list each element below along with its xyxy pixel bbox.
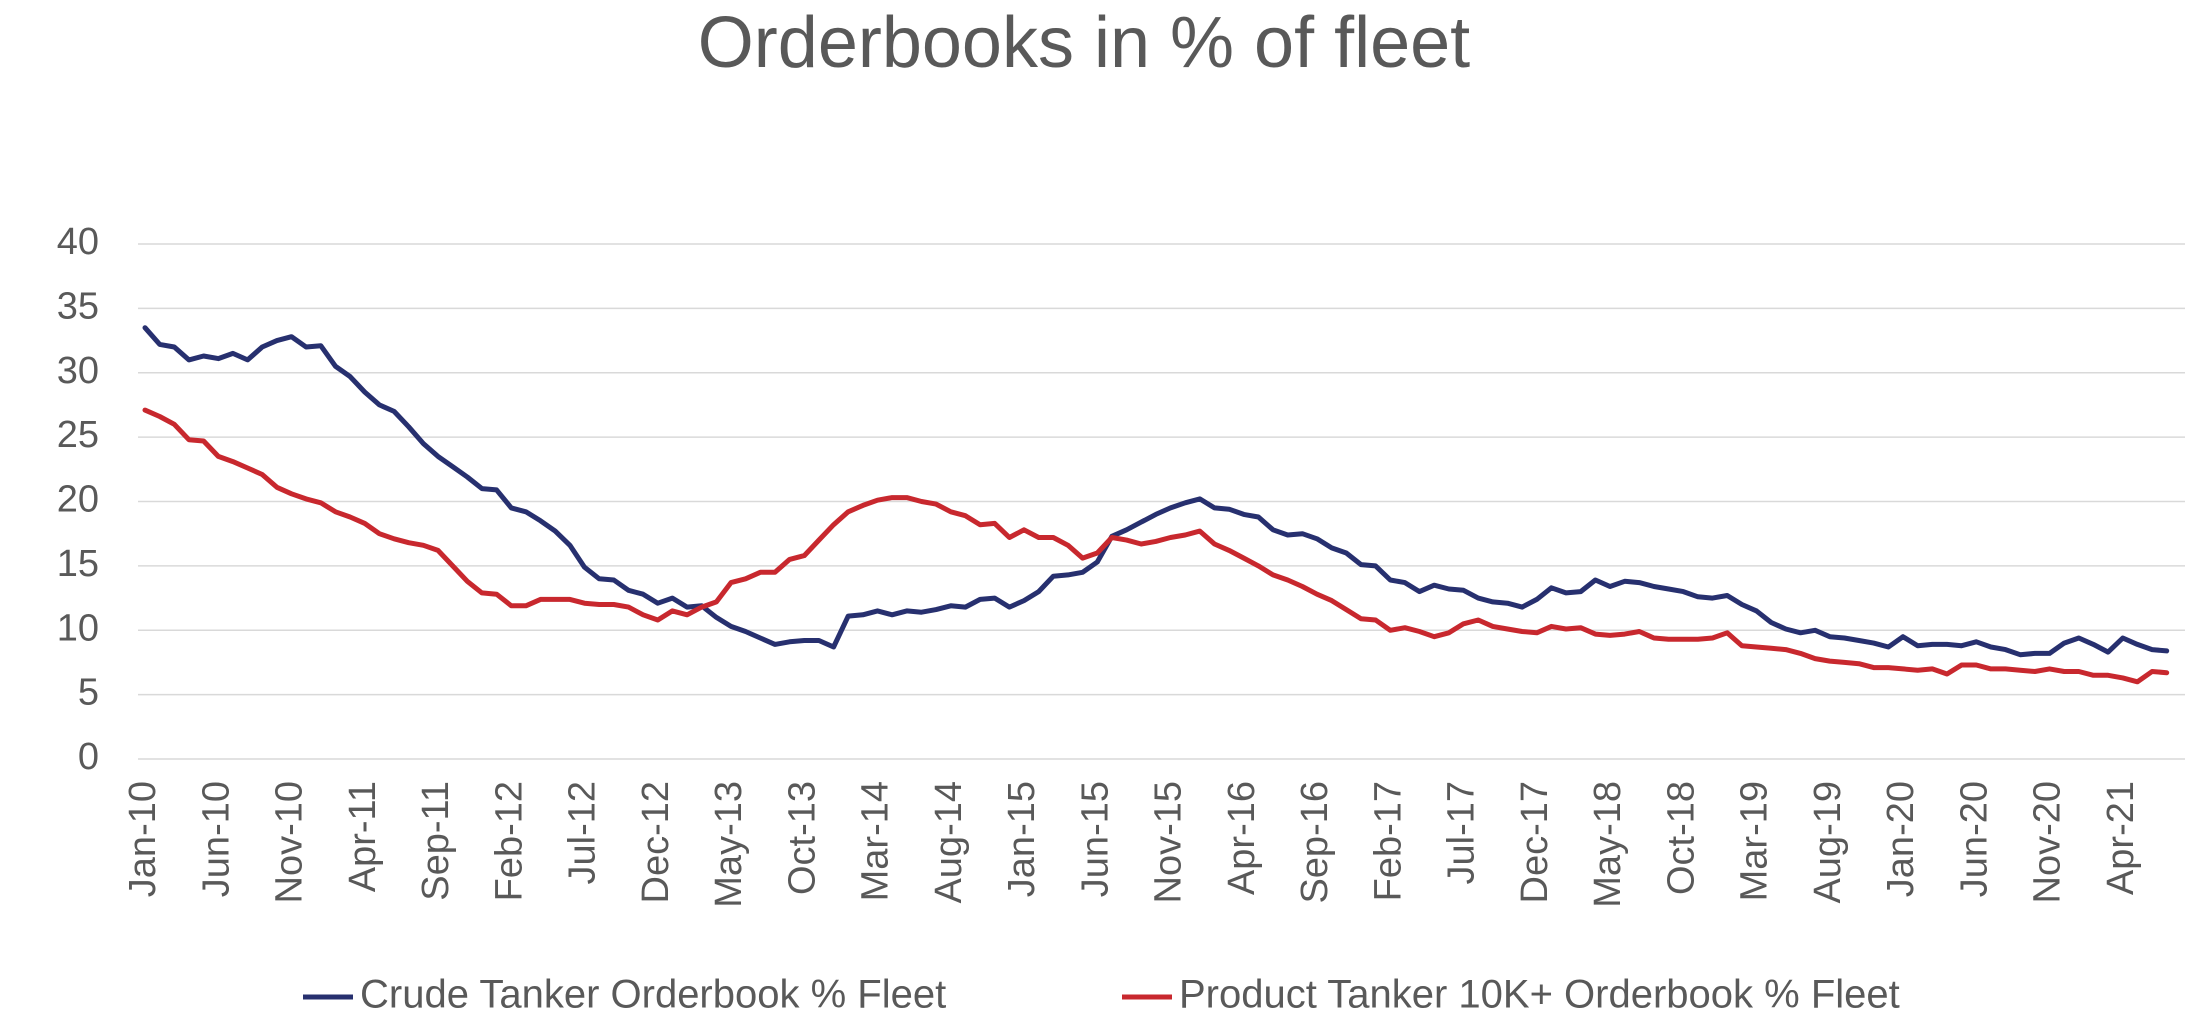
x-tick-label: Sep-16 [1294,781,1336,904]
x-tick-label: Apr-21 [2100,781,2142,895]
y-tick-label: 5 [78,672,99,714]
y-tick-label: 35 [57,285,99,327]
x-tick-label: Nov-20 [2027,781,2069,904]
x-tick-label: Jan-10 [122,781,164,897]
x-tick-label: Mar-14 [855,781,897,901]
x-tick-label: Jun-15 [1074,781,1116,897]
x-tick-label: Aug-19 [1807,781,1849,904]
x-tick-label: Jan-15 [1001,781,1043,897]
x-tick-label: Nov-15 [1148,781,1190,904]
x-tick-label: Jun-20 [1953,781,1995,897]
x-tick-label: Jul-17 [1441,781,1483,885]
x-tick-label: Mar-19 [1734,781,1776,901]
y-tick-label: 20 [57,479,99,521]
line-series [142,407,2170,685]
x-tick-label: Dec-17 [1514,781,1556,904]
x-tick-label: Jul-12 [562,781,604,885]
y-tick-label: 10 [57,607,99,649]
x-tick-label: May-13 [708,781,750,908]
line-series [142,325,2170,658]
y-tick-label: 30 [57,350,99,392]
x-tick-label: Aug-14 [928,781,970,904]
x-tick-label: Dec-12 [635,781,677,904]
x-tick-label: Sep-11 [415,781,457,901]
y-tick-label: 0 [78,736,99,778]
x-tick-label: Jan-20 [1880,781,1922,897]
y-tick-label: 15 [57,543,99,585]
x-tick-label: Oct-18 [1660,781,1702,895]
x-tick-label: Feb-17 [1367,781,1409,901]
chart-title: Orderbooks in % of fleet [698,3,1470,83]
x-tick-label: Oct-13 [781,781,823,895]
y-tick-label: 40 [57,221,99,263]
y-tick-label: 25 [57,414,99,456]
x-tick-label: Apr-11 [342,781,384,892]
x-tick-label: Feb-12 [488,781,530,901]
legend-label: Product Tanker 10K+ Orderbook % Fleet [1179,973,1900,1014]
x-tick-label: May-18 [1587,781,1629,908]
legend-label: Crude Tanker Orderbook % Fleet [360,973,946,1014]
x-tick-label: Jun-10 [195,781,237,897]
x-tick-label: Nov-10 [269,781,311,904]
x-tick-label: Apr-16 [1221,781,1263,895]
